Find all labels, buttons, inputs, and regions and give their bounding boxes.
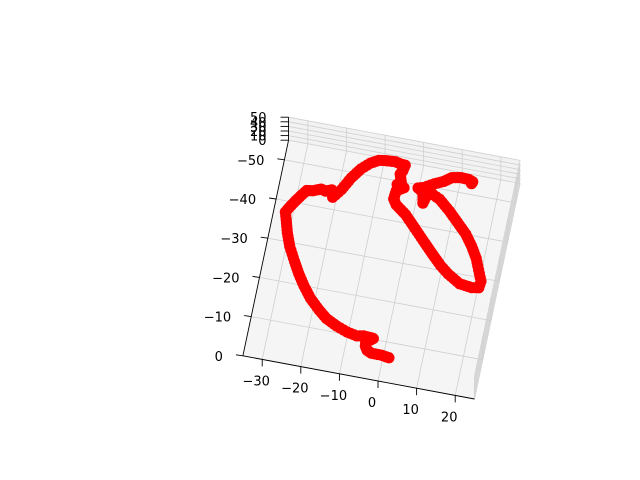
y-tick xyxy=(260,236,268,239)
y-tick-label: 0 xyxy=(215,350,223,365)
y-tick xyxy=(235,354,243,357)
y-tick-label: −10 xyxy=(204,311,231,326)
z-tick-label: 40 xyxy=(250,116,267,131)
x-tick-label: −10 xyxy=(320,389,347,404)
y-tick-label: −40 xyxy=(229,193,256,208)
data-point xyxy=(465,178,478,190)
y-tick xyxy=(244,315,252,318)
z-tick-label: 20 xyxy=(250,125,267,140)
x-tick-label: 10 xyxy=(402,403,419,418)
y-tick-label: −30 xyxy=(220,232,247,247)
grid-line-z-side xyxy=(474,160,521,377)
y-tick xyxy=(277,158,285,161)
grid-line-z-side xyxy=(474,169,521,386)
grid-line-z-side xyxy=(474,174,521,390)
grid-line-z-back xyxy=(288,116,521,161)
grid-line-z-side xyxy=(474,183,521,400)
z-tick-label: 10 xyxy=(250,130,267,145)
y-tick-label: −50 xyxy=(237,154,264,169)
trajectory-series xyxy=(279,154,487,364)
z-tick-label: 50 xyxy=(250,111,267,126)
z-tick-label: 30 xyxy=(250,120,267,135)
tick-labels: −30 −20 −10 0 10 200−10−20−30−40−500102030405… xyxy=(204,111,458,425)
y-tick-label: −20 xyxy=(212,271,239,286)
x-tick-label: 20 xyxy=(441,410,458,425)
tick-marks xyxy=(235,116,456,403)
grid-line-z-back xyxy=(288,135,521,180)
x-tick-label: 0 xyxy=(368,396,376,411)
grid-line-z-back xyxy=(288,130,521,175)
y-tick xyxy=(269,197,277,200)
grid-line-y-floor xyxy=(267,237,500,282)
x-axis-line xyxy=(242,355,475,400)
grid-line-x-floor xyxy=(261,143,309,360)
grid-line-z-side xyxy=(474,178,521,395)
z-tick-label: 0 xyxy=(258,134,266,149)
axis-lines xyxy=(242,117,475,400)
x-tick-label: −30 xyxy=(242,374,269,389)
grid-line-z-side xyxy=(474,164,521,381)
grid-line-x-floor xyxy=(377,165,425,382)
grid-line-z-back xyxy=(288,121,521,166)
y-tick xyxy=(252,275,260,278)
y-axis-line xyxy=(242,140,289,356)
grid-line-z-back xyxy=(288,126,521,170)
grid-line-x-floor xyxy=(416,172,463,389)
x-tick-label: −20 xyxy=(281,382,308,397)
